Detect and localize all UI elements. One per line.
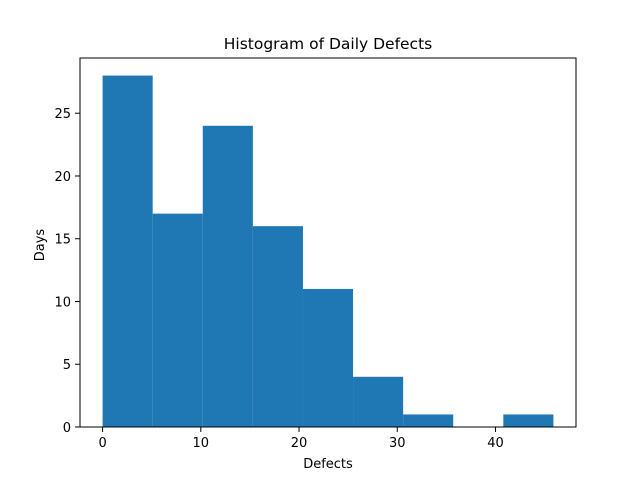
y-tick-label: 20: [54, 170, 71, 185]
y-axis-ticks: 0 5 10 15 20 25: [54, 107, 80, 436]
histogram-bar-2: [152, 213, 203, 427]
histogram-bar-1: [102, 75, 153, 428]
histogram-bar-9: [503, 414, 554, 427]
bars-group: [102, 75, 554, 428]
x-axis-ticks: 0 10 20 30 40: [98, 427, 504, 451]
chart-title: Histogram of Daily Defects: [224, 35, 433, 53]
y-tick-label: 15: [54, 233, 71, 248]
histogram-bar-3: [202, 125, 253, 427]
x-tick-label: 10: [193, 436, 210, 451]
y-tick-label: 5: [63, 358, 71, 373]
y-tick-label: 25: [54, 107, 71, 122]
x-tick-label: 0: [98, 436, 106, 451]
plot-area-frame: [79, 57, 577, 428]
x-tick-label: 30: [389, 436, 406, 451]
y-tick-label: 0: [63, 421, 71, 436]
x-tick-label: 40: [487, 436, 504, 451]
histogram-bar-5: [302, 288, 354, 427]
y-axis-label: Days: [33, 229, 48, 262]
histogram-bar-7: [403, 414, 454, 427]
histogram-bar-6: [353, 376, 404, 427]
x-tick-label: 20: [291, 436, 308, 451]
histogram-bar-4: [252, 226, 303, 427]
x-axis-label: Defects: [303, 457, 353, 472]
y-tick-label: 10: [54, 295, 71, 310]
